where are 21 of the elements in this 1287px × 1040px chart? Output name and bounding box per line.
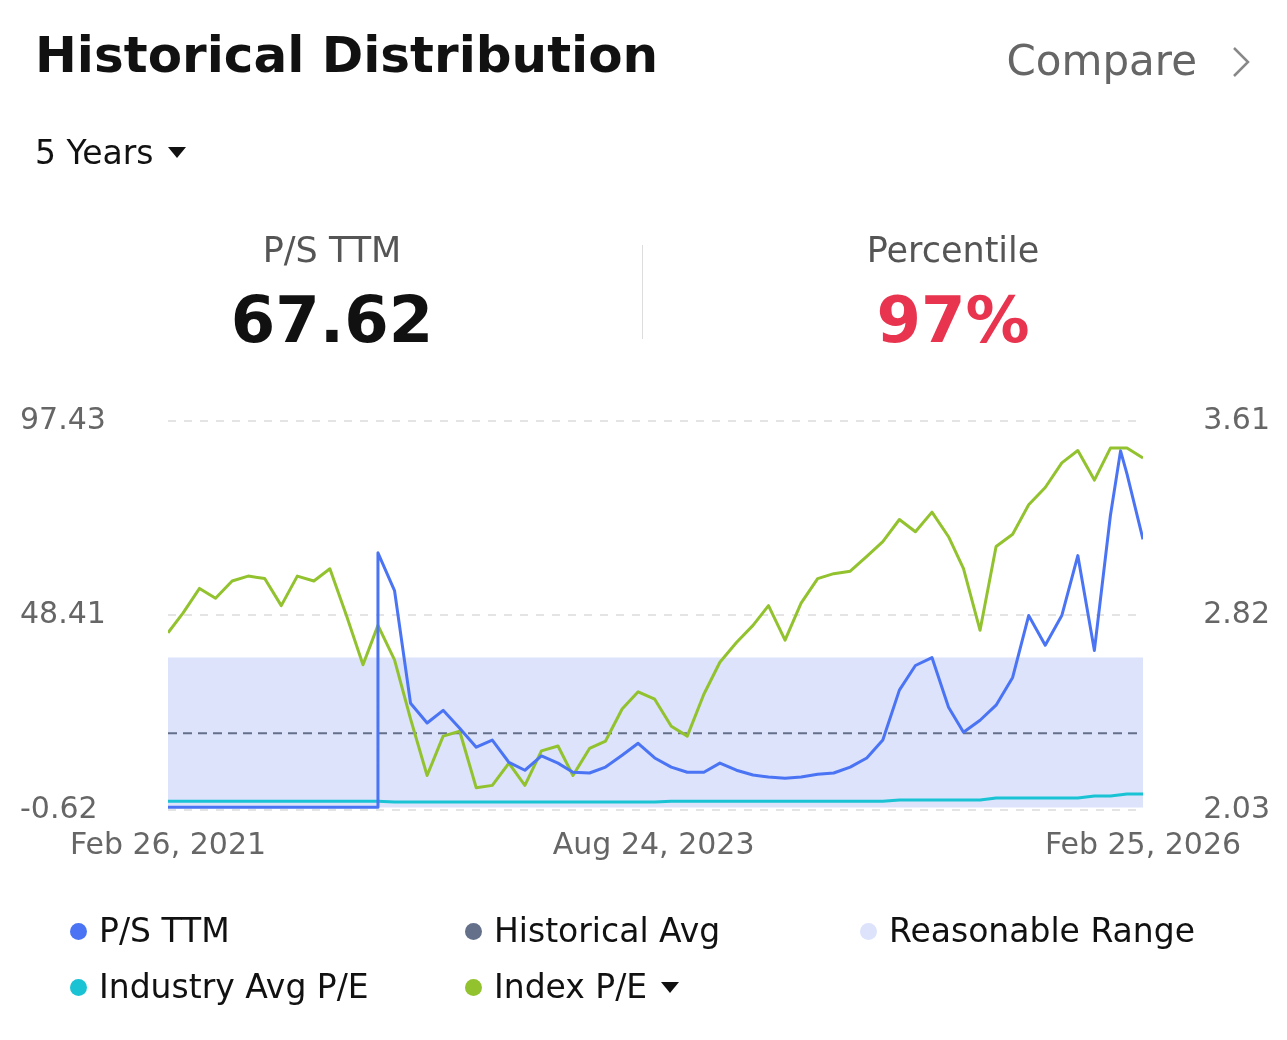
text: Percentile [865,230,1041,270]
y2-tick-label: 2.82 [1203,595,1270,631]
y-tick-label: 97.43 [20,400,106,436]
text: 97% [875,283,1031,357]
text: P/S TTM [261,230,403,270]
x-tick-label: Feb 25, 2026 [1044,825,1242,861]
y2-tick-label: 2.03 [1203,789,1270,825]
legend-label: P/S TTM [99,911,230,950]
legend-label: Historical Avg [494,911,721,950]
y2-tick-label: 3.61 [1203,400,1270,436]
text: 67.62 [229,283,435,357]
legend-label: Industry Avg P/E [99,967,369,1007]
legend-label: Reasonable Range [889,911,1195,950]
x-tick-label: Feb 26, 2021 [69,825,267,861]
x-tick-label: Aug 24, 2023 [552,825,755,861]
legend-label: Index P/E [494,967,648,1007]
y-tick-label: 48.41 [20,595,106,631]
chart-title: Historical Distribution [35,26,659,84]
text: Compare [1006,36,1197,85]
y-tick-label: -0.62 [20,789,98,825]
text: 5 Years [35,133,154,172]
